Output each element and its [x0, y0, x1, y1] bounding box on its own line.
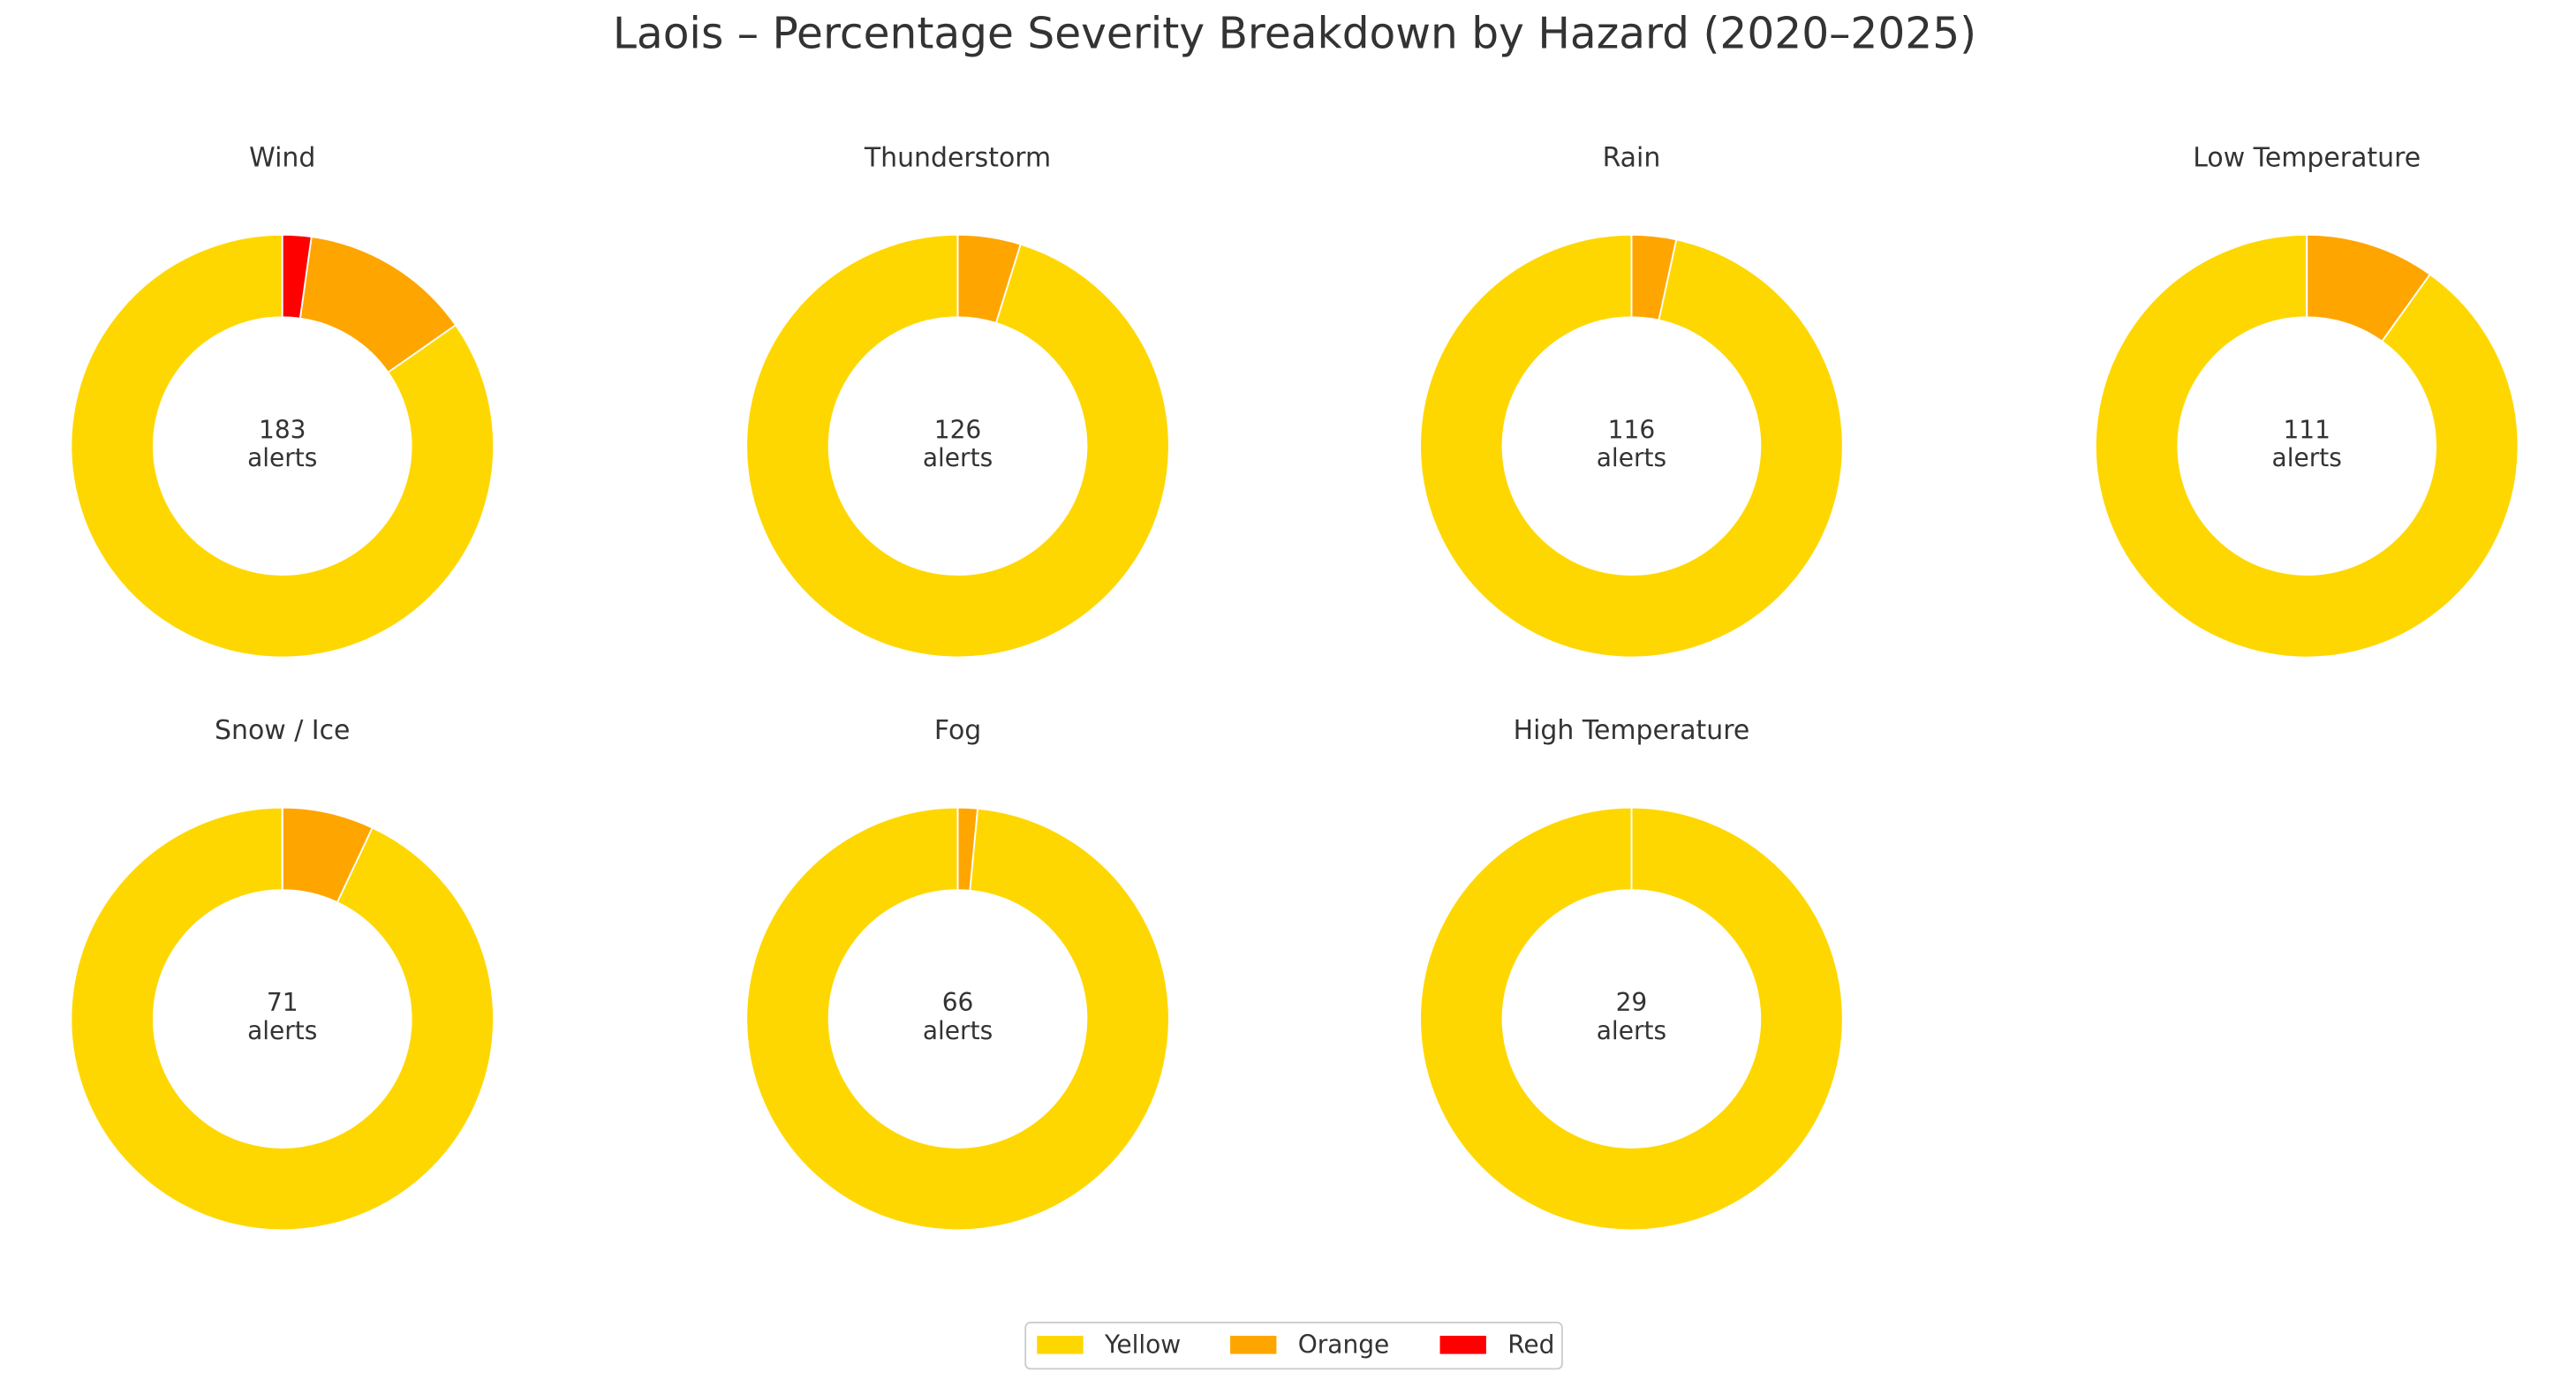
center-label: alerts: [1597, 1016, 1666, 1045]
subplot-title: High Temperature: [1514, 715, 1750, 746]
center-total: 116: [1608, 415, 1656, 444]
legend-label: Orange: [1298, 1330, 1390, 1359]
center-total: 71: [267, 988, 298, 1017]
legend-swatch: [1037, 1336, 1084, 1354]
center-label: alerts: [247, 443, 317, 472]
donut-segment: [745, 233, 1170, 659]
donut-segment: [281, 233, 313, 320]
legend-label: Yellow: [1104, 1330, 1181, 1359]
center-total: 183: [259, 415, 306, 444]
legend-swatch: [1230, 1336, 1277, 1354]
subplot-title: Low Temperature: [2193, 142, 2421, 173]
chart-title: Laois – Percentage Severity Breakdown by…: [613, 9, 1976, 58]
center-total: 111: [2283, 415, 2330, 444]
subplot-title: Wind: [249, 142, 315, 173]
center-label: alerts: [2272, 443, 2342, 472]
center-label: alerts: [247, 1016, 317, 1045]
center-label: alerts: [923, 443, 993, 472]
center-label: alerts: [923, 1016, 993, 1045]
center-total: 126: [934, 415, 982, 444]
subplot-title: Fog: [934, 715, 981, 746]
donut-segment: [1419, 806, 1844, 1232]
center-label: alerts: [1597, 443, 1666, 472]
center-total: 29: [1616, 988, 1648, 1017]
center-total: 66: [942, 988, 974, 1017]
legend-swatch: [1439, 1336, 1486, 1354]
subplot-title: Rain: [1603, 142, 1661, 173]
donut-segment: [1419, 233, 1844, 659]
donut-segment: [70, 233, 495, 659]
subplot-title: Thunderstorm: [864, 142, 1051, 173]
donut-segment: [70, 806, 495, 1232]
subplot-title: Snow / Ice: [215, 715, 350, 746]
legend-label: Red: [1507, 1330, 1554, 1359]
donut-segment: [745, 806, 1170, 1232]
donut-segment: [2094, 233, 2519, 659]
legend-box: [1024, 1322, 1563, 1370]
